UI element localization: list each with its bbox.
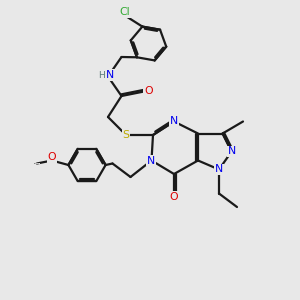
Text: N: N [227, 146, 236, 157]
Text: methoxy: methoxy [34, 163, 40, 164]
Text: N: N [215, 164, 223, 175]
Text: N: N [147, 155, 155, 166]
Text: Cl: Cl [119, 8, 130, 17]
Text: S: S [122, 130, 130, 140]
Text: O: O [144, 86, 153, 97]
Text: H: H [98, 70, 105, 80]
Text: O: O [170, 191, 178, 202]
Text: O: O [48, 152, 56, 162]
Text: N: N [106, 70, 115, 80]
Text: N: N [170, 116, 178, 127]
